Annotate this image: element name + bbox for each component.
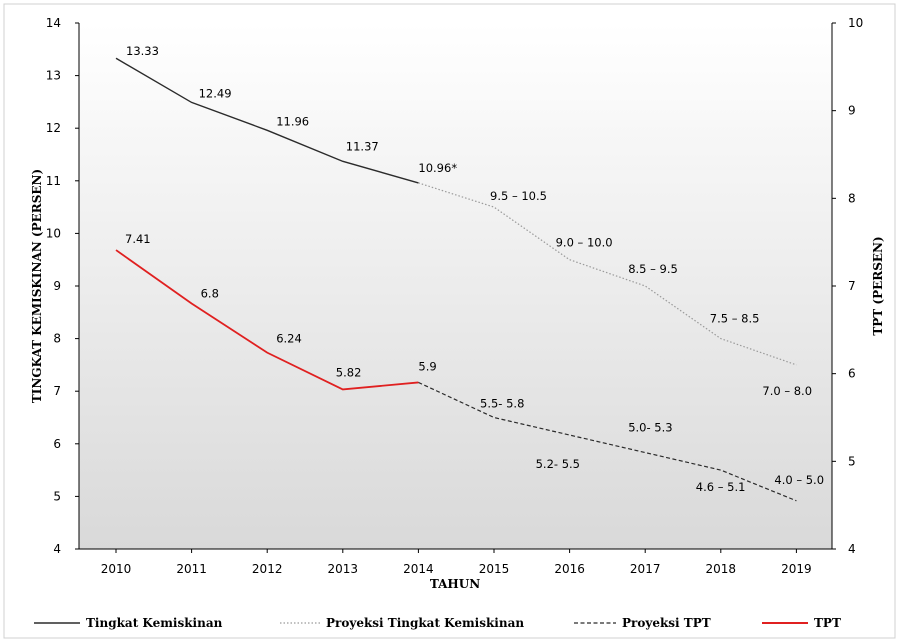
tpt-data-label: 5.9 bbox=[418, 359, 436, 373]
proyeksi-tpt-data-label: 4.6 – 5.1 bbox=[696, 480, 746, 494]
series-group bbox=[115, 57, 797, 502]
legend-label-tingkat-kemiskinan: Tingkat Kemiskinan bbox=[86, 616, 223, 630]
proyeksi-tpt-data-label: 5.2- 5.5 bbox=[536, 457, 580, 471]
tingkat-kemiskinan-data-label: 12.49 bbox=[199, 86, 232, 100]
y-right-tick-label: 6 bbox=[848, 367, 856, 381]
y-left-tick-label: 14 bbox=[46, 16, 61, 30]
tingkat-kemiskinan-data-label: 10.96* bbox=[418, 161, 457, 175]
tpt-data-label: 5.82 bbox=[336, 365, 362, 379]
y-right-tick-label: 10 bbox=[848, 16, 863, 30]
y-left-tick-label: 13 bbox=[46, 69, 61, 83]
x-tick-label: 2017 bbox=[630, 562, 661, 576]
y-right-tick-label: 4 bbox=[848, 542, 856, 556]
axes: 4 5 6 7 8 9 10 11 12 13 14 4 5 6 7 8 9 10 2010 2011 2012 2013… bbox=[46, 16, 864, 576]
x-tick-label: 2012 bbox=[252, 562, 283, 576]
y-left-tick-label: 7 bbox=[53, 384, 61, 398]
proyeksi-tingkat-kemiskinan-data-label: 7.5 – 8.5 bbox=[710, 312, 760, 326]
tingkat-kemiskinan-data-label: 11.37 bbox=[346, 139, 379, 153]
legend-label-proyeksi-tingkat-kemiskinan: Proyeksi Tingkat Kemiskinan bbox=[326, 616, 524, 630]
y-right-tick-label: 8 bbox=[848, 191, 856, 205]
tpt-line bbox=[115, 249, 419, 391]
y-axis-left-title: TINGKAT KEMISKINAN (PERSEN) bbox=[30, 169, 44, 403]
x-tick-label: 2011 bbox=[176, 562, 207, 576]
y-right-tick-label: 5 bbox=[848, 454, 856, 468]
proyeksi-tpt-data-label: 4.0 – 5.0 bbox=[774, 473, 824, 487]
y-right-tick-label: 9 bbox=[848, 104, 856, 118]
x-tick-label: 2016 bbox=[554, 562, 585, 576]
x-axis-title: TAHUN bbox=[430, 577, 480, 591]
legend-label-proyeksi-tpt: Proyeksi TPT bbox=[622, 616, 711, 630]
proyeksi-tpt-data-label: 5.5- 5.8 bbox=[480, 397, 524, 411]
y-right-tick-label: 7 bbox=[848, 279, 856, 293]
tpt-data-label: 6.24 bbox=[276, 332, 302, 346]
proyeksi-tingkat-kemiskinan-data-label: 9.0 – 10.0 bbox=[556, 236, 613, 250]
y-left-tick-label: 10 bbox=[46, 226, 61, 240]
tingkat-kemiskinan-line bbox=[115, 57, 419, 184]
proyeksi-tingkat-kemiskinan-line bbox=[418, 182, 797, 366]
y-left-tick-label: 5 bbox=[53, 489, 61, 503]
proyeksi-tingkat-kemiskinan-data-label: 8.5 – 9.5 bbox=[628, 262, 678, 276]
x-tick-label: 2010 bbox=[101, 562, 132, 576]
x-tick-label: 2015 bbox=[479, 562, 510, 576]
y-axis-right-title: TPT (PERSEN) bbox=[871, 236, 885, 335]
proyeksi-tpt-data-label: 5.0- 5.3 bbox=[628, 421, 672, 435]
y-left-tick-label: 9 bbox=[53, 279, 61, 293]
tingkat-kemiskinan-data-label: 11.96 bbox=[276, 114, 309, 128]
y-left-tick-label: 11 bbox=[46, 174, 61, 188]
tpt-data-label: 6.8 bbox=[201, 287, 219, 301]
y-left-tick-label: 6 bbox=[53, 437, 61, 451]
plot-area bbox=[79, 23, 832, 549]
data-labels: 13.33 12.49 11.96 11.37 10.96* 9.5 – 10.5 9.0 … bbox=[125, 44, 824, 494]
tingkat-kemiskinan-data-label: 13.33 bbox=[126, 44, 159, 58]
tpt-data-label: 7.41 bbox=[125, 232, 151, 246]
x-tick-label: 2014 bbox=[403, 562, 434, 576]
legend: Tingkat Kemiskinan Proyeksi Tingkat Kemis… bbox=[34, 616, 841, 630]
x-tick-label: 2013 bbox=[328, 562, 359, 576]
y-left-tick-label: 4 bbox=[53, 542, 61, 556]
legend-label-tpt: TPT bbox=[814, 616, 841, 630]
x-tick-label: 2018 bbox=[706, 562, 737, 576]
x-tick-label: 2019 bbox=[781, 562, 812, 576]
proyeksi-tingkat-kemiskinan-data-label: 9.5 – 10.5 bbox=[490, 189, 547, 203]
y-left-tick-label: 8 bbox=[53, 332, 61, 346]
y-left-tick-label: 12 bbox=[46, 121, 61, 135]
proyeksi-tingkat-kemiskinan-data-label: 7.0 – 8.0 bbox=[762, 384, 812, 398]
